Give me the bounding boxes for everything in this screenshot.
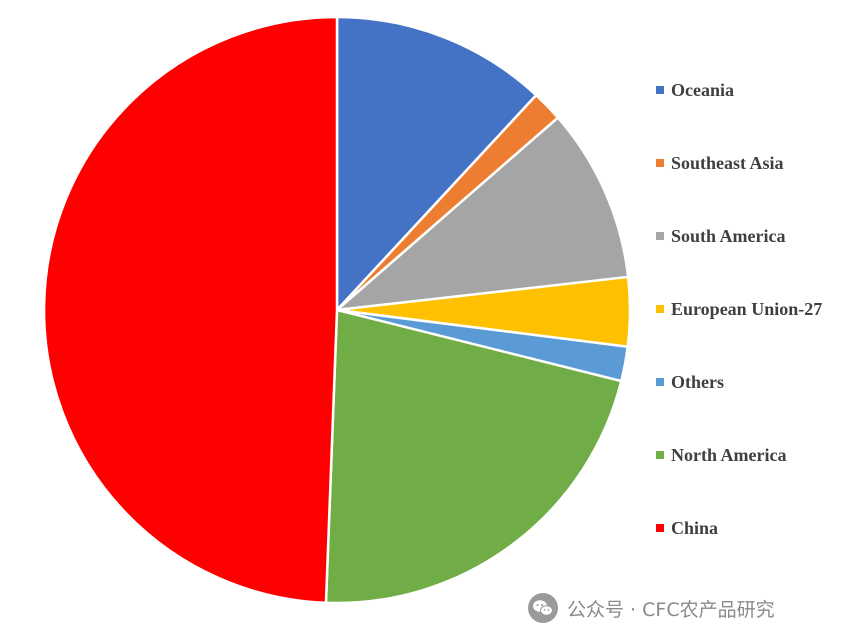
- legend-swatch: [656, 86, 664, 94]
- legend-item-others: Others: [656, 370, 724, 394]
- legend-item-north-america: North America: [656, 443, 786, 467]
- legend-swatch: [656, 159, 664, 167]
- legend-item-southeast-asia: Southeast Asia: [656, 151, 784, 175]
- legend-label: South America: [671, 225, 786, 246]
- legend-label: China: [671, 517, 719, 538]
- legend-label: European Union-27: [671, 298, 823, 319]
- pie-slice-china: [42, 15, 339, 605]
- watermark: 公众号 · CFC农产品研究: [527, 592, 775, 624]
- legend-item-european-union-27: European Union-27: [656, 297, 822, 321]
- watermark-text: 公众号 · CFC农产品研究: [567, 598, 775, 621]
- legend-label: North America: [671, 444, 787, 465]
- legend-item-china: China: [656, 516, 718, 540]
- legend-swatch: [656, 305, 664, 313]
- pie-slice-north-america: [324, 308, 623, 605]
- legend-swatch: [656, 451, 664, 459]
- legend-label: Others: [671, 371, 724, 392]
- legend-item-south-america: South America: [656, 224, 786, 248]
- wechat-icon: [528, 593, 558, 623]
- legend-label: Southeast Asia: [671, 152, 784, 173]
- pie-slice-oceania: [335, 15, 538, 312]
- legend-swatch: [656, 232, 664, 240]
- pie-slice-south-america: [335, 116, 630, 312]
- legend-swatch: [656, 524, 664, 532]
- legend-swatch: [656, 378, 664, 386]
- legend-item-oceania: Oceania: [656, 78, 734, 102]
- legend-label: Oceania: [671, 79, 734, 100]
